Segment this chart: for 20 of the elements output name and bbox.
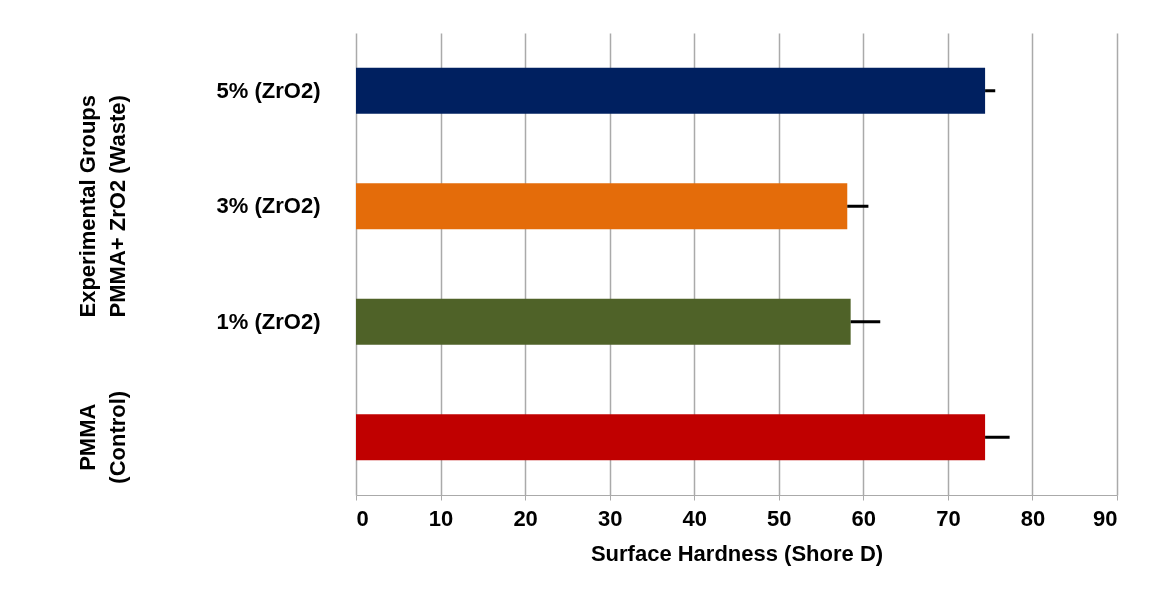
x-tick-label: 40	[682, 505, 707, 531]
x-tick-label: 20	[513, 505, 538, 531]
text: Experimental Groups PMMA+ ZrO2 (Waste)	[75, 94, 130, 318]
x-axis-title: Surface Hardness (Shore D)	[590, 540, 884, 566]
x-tick-label: 80	[1020, 505, 1046, 531]
bar	[356, 67, 986, 114]
text: PMMA (Control)	[75, 390, 130, 484]
y-tick-label: 5% (ZrO2)	[216, 77, 321, 103]
x-tick-label: 10	[428, 505, 454, 531]
x-tick-label: 90	[1093, 505, 1118, 531]
x-tick-label: 0	[356, 505, 369, 531]
x-tick-label: 50	[767, 505, 792, 531]
x-tick-label: 30	[597, 505, 623, 531]
x-tick-label: 70	[936, 505, 961, 531]
y-tick-label: 1% (ZrO2)	[216, 308, 321, 334]
bar	[356, 414, 986, 461]
x-tick-label: 60	[851, 505, 877, 531]
bar	[356, 183, 848, 230]
y-tick-label: 3% (ZrO2)	[216, 193, 321, 219]
bar	[356, 298, 851, 345]
